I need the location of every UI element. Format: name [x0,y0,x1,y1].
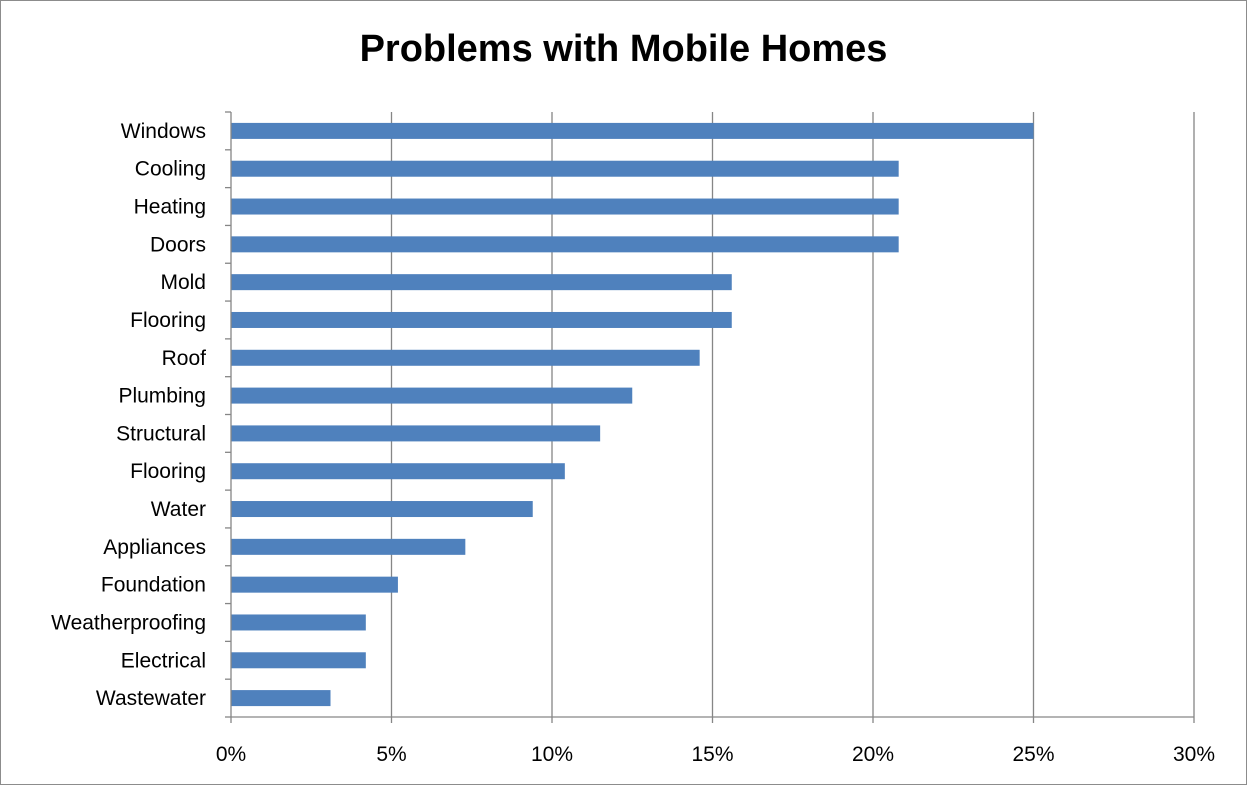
bar [231,236,899,253]
category-label: Foundation [101,574,206,597]
category-label: Cooling [135,158,206,181]
category-label: Wastewater [96,687,206,710]
x-tick-label: 20% [852,743,894,766]
category-label: Mold [160,271,206,294]
category-label: Roof [162,347,207,370]
category-label: Weatherproofing [51,611,206,634]
x-tick-label: 5% [376,743,406,766]
bar [231,274,732,291]
x-tick-label: 30% [1173,743,1215,766]
category-label: Electrical [121,649,206,672]
x-tick-label: 10% [531,743,573,766]
bar [231,425,601,442]
bar [231,387,633,404]
category-label: Appliances [103,536,206,559]
x-tick-label: 0% [216,743,246,766]
bar [231,614,366,631]
bar [231,160,899,177]
bar [231,690,331,707]
category-label: Doors [150,233,206,256]
bar [231,122,1034,139]
category-label: Heating [134,196,206,219]
category-label: Windows [121,120,206,143]
x-tick-label: 25% [1012,743,1054,766]
bar [231,538,466,555]
bar [231,198,899,215]
bar [231,311,732,328]
bar [231,501,533,518]
bar [231,652,366,669]
category-label: Plumbing [118,385,206,408]
category-label: Flooring [130,460,206,483]
x-tick-label: 15% [691,743,733,766]
chart-title: Problems with Mobile Homes [359,28,888,70]
bar [231,576,398,593]
category-label: Water [151,498,206,521]
category-label: Structural [116,422,206,445]
bar [231,463,565,480]
bar [231,349,700,366]
category-label: Flooring [130,309,206,332]
